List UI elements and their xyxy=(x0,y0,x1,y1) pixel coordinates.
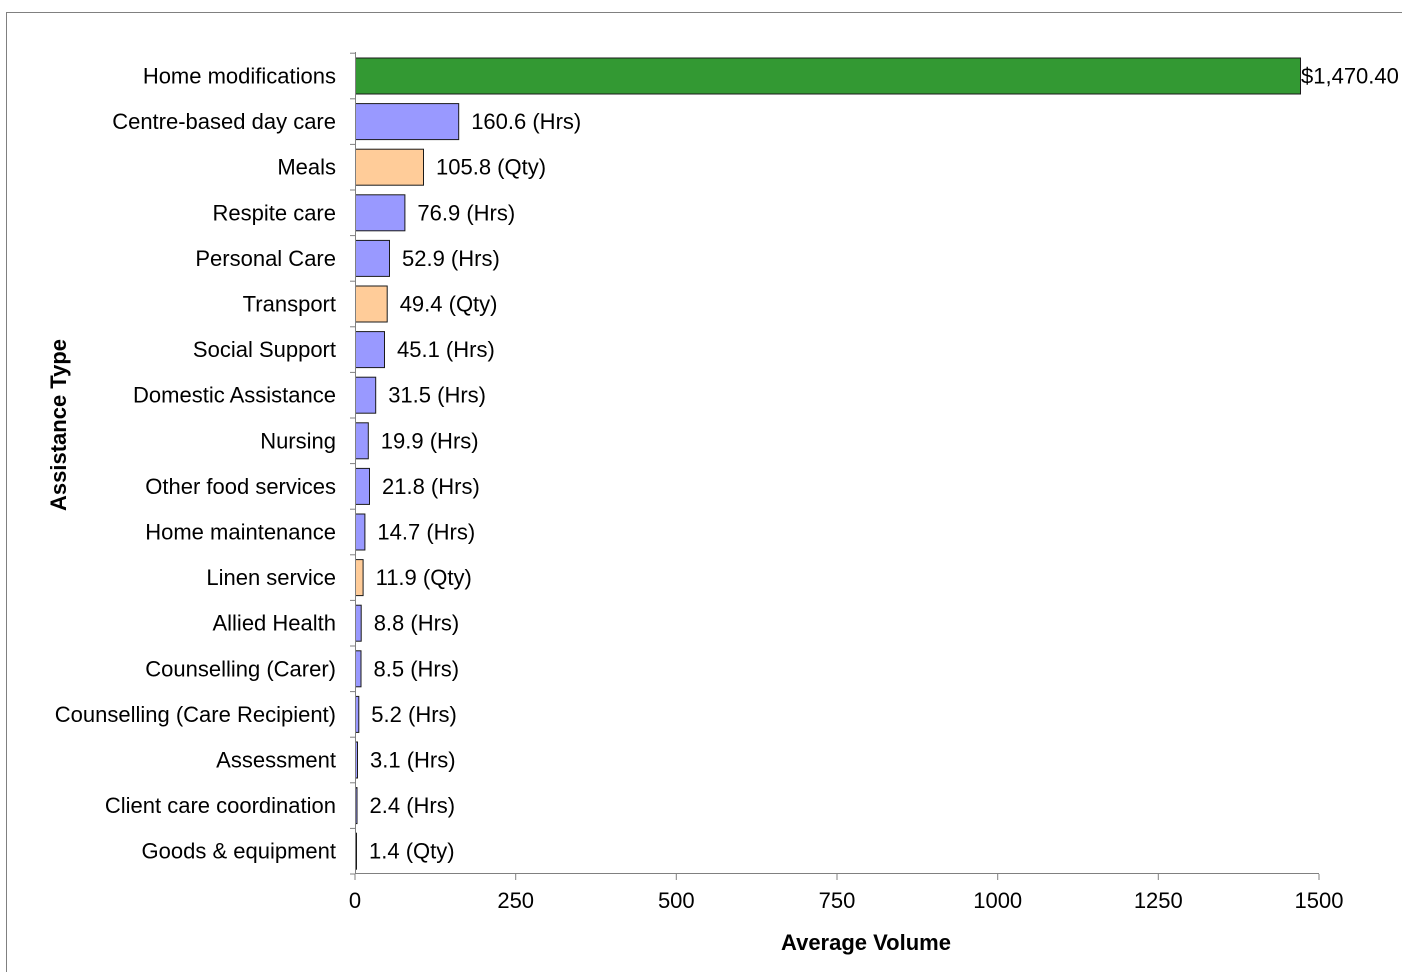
x-tick-label: 1000 xyxy=(973,888,1022,913)
data-label: 52.9 (Hrs) xyxy=(402,246,500,271)
bar xyxy=(355,194,406,232)
data-label: 19.9 (Hrs) xyxy=(381,428,479,453)
category-label: Home modifications xyxy=(143,64,336,89)
x-tick-label: 1250 xyxy=(1134,888,1183,913)
data-label: 14.7 (Hrs) xyxy=(377,520,475,545)
data-label: 45.1 (Hrs) xyxy=(397,337,495,362)
data-label: $1,470.40 xyxy=(1301,64,1399,89)
y-axis-title: Assistance Type xyxy=(46,339,71,511)
data-label: 3.1 (Hrs) xyxy=(370,748,456,773)
data-label: 160.6 (Hrs) xyxy=(471,109,581,134)
bar xyxy=(355,103,460,141)
data-label: 21.8 (Hrs) xyxy=(382,474,480,499)
x-tick-label: 1500 xyxy=(1295,888,1344,913)
bar xyxy=(355,467,370,505)
data-label: 1.4 (Qty) xyxy=(369,839,455,864)
data-label: 76.9 (Hrs) xyxy=(417,200,515,225)
category-label: Respite care xyxy=(212,200,336,225)
bar xyxy=(355,604,362,642)
category-label: Goods & equipment xyxy=(142,839,336,864)
category-label: Client care coordination xyxy=(105,793,336,818)
category-label: Home maintenance xyxy=(145,520,336,545)
category-label: Social Support xyxy=(193,337,336,362)
category-label: Allied Health xyxy=(212,611,336,636)
category-labels: Home modifications Centre-based day care M… xyxy=(55,64,336,864)
bar xyxy=(355,650,362,688)
bar xyxy=(355,559,364,597)
bar xyxy=(355,513,366,551)
category-label: Assessment xyxy=(216,748,336,773)
bar xyxy=(355,57,1301,95)
axes xyxy=(355,52,1319,874)
data-label: 5.2 (Hrs) xyxy=(371,702,457,727)
bars-layer xyxy=(350,52,1301,875)
x-tick-label: 500 xyxy=(658,888,695,913)
category-label: Domestic Assistance xyxy=(133,383,336,408)
bar xyxy=(355,331,385,369)
x-tick-label: 250 xyxy=(497,888,534,913)
bar xyxy=(355,422,369,460)
bar xyxy=(355,376,377,414)
bar xyxy=(355,239,390,277)
category-label: Linen service xyxy=(206,565,336,590)
chart-frame xyxy=(6,12,1402,972)
x-axis-title: Average Volume xyxy=(781,930,951,955)
data-label: 49.4 (Qty) xyxy=(400,292,498,317)
data-label: 105.8 (Qty) xyxy=(436,155,546,180)
category-label: Counselling (Care Recipient) xyxy=(55,702,336,727)
category-label: Meals xyxy=(277,155,336,180)
data-label: 11.9 (Qty) xyxy=(376,565,472,590)
category-label: Nursing xyxy=(260,428,336,453)
x-ticks: 0 250 500 750 1000 1250 1500 xyxy=(349,874,1344,913)
x-tick-label: 750 xyxy=(819,888,856,913)
bar xyxy=(355,148,424,186)
data-labels: $1,470.40 160.6 (Hrs) 105.8 (Qty) 76.9 (Hrs… xyxy=(369,64,1399,864)
category-label: Centre-based day care xyxy=(112,109,336,134)
category-label: Transport xyxy=(243,292,336,317)
bar xyxy=(355,285,388,323)
data-label: 2.4 (Hrs) xyxy=(370,793,456,818)
category-label: Counselling (Carer) xyxy=(145,656,336,681)
data-label: 8.5 (Hrs) xyxy=(374,656,460,681)
x-tick-label: 0 xyxy=(349,888,361,913)
category-label: Other food services xyxy=(145,474,336,499)
data-label: 8.8 (Hrs) xyxy=(374,611,460,636)
category-label: Personal Care xyxy=(195,246,336,271)
data-label: 31.5 (Hrs) xyxy=(388,383,486,408)
